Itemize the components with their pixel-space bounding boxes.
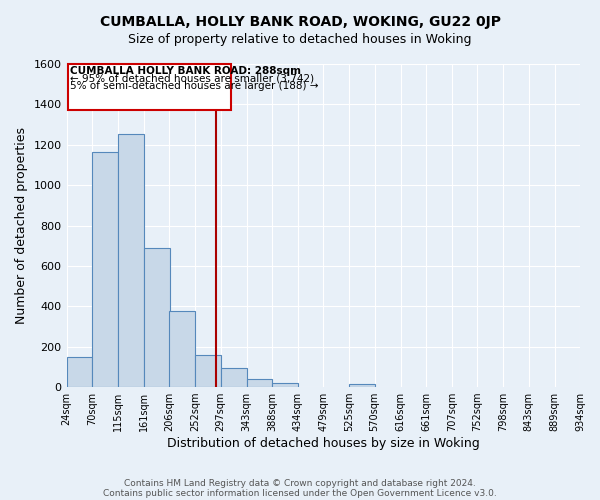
Text: CUMBALLA HOLLY BANK ROAD: 288sqm: CUMBALLA HOLLY BANK ROAD: 288sqm bbox=[70, 66, 301, 76]
Text: Size of property relative to detached houses in Woking: Size of property relative to detached ho… bbox=[128, 32, 472, 46]
Text: ← 95% of detached houses are smaller (3,742): ← 95% of detached houses are smaller (3,… bbox=[70, 74, 314, 84]
Bar bbox=[118, 134, 144, 387]
Text: 5% of semi-detached houses are larger (188) →: 5% of semi-detached houses are larger (1… bbox=[70, 80, 319, 90]
Bar bbox=[247, 379, 272, 387]
Text: Contains HM Land Registry data © Crown copyright and database right 2024.: Contains HM Land Registry data © Crown c… bbox=[124, 478, 476, 488]
Bar bbox=[349, 384, 375, 387]
Bar bbox=[195, 355, 221, 387]
Bar bbox=[169, 312, 195, 387]
Bar bbox=[221, 368, 247, 387]
Text: CUMBALLA, HOLLY BANK ROAD, WOKING, GU22 0JP: CUMBALLA, HOLLY BANK ROAD, WOKING, GU22 … bbox=[100, 15, 500, 29]
Bar bbox=[67, 357, 92, 387]
FancyBboxPatch shape bbox=[68, 64, 231, 110]
Bar bbox=[144, 248, 170, 387]
X-axis label: Distribution of detached houses by size in Woking: Distribution of detached houses by size … bbox=[167, 437, 479, 450]
Bar bbox=[272, 383, 298, 387]
Text: Contains public sector information licensed under the Open Government Licence v3: Contains public sector information licen… bbox=[103, 488, 497, 498]
Bar bbox=[92, 152, 118, 387]
Y-axis label: Number of detached properties: Number of detached properties bbox=[15, 127, 28, 324]
